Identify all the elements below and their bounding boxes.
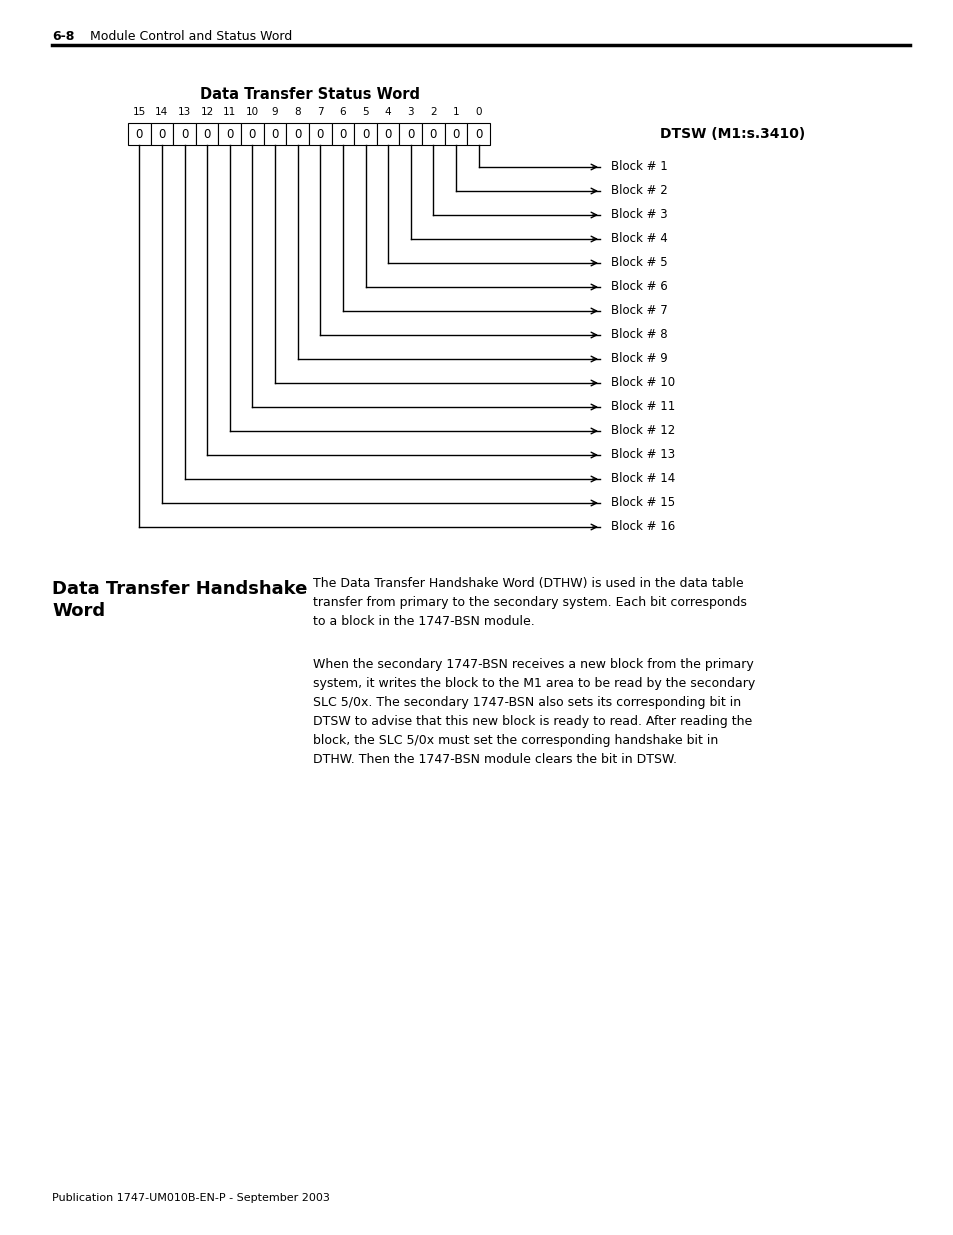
Text: Block # 11: Block # 11 <box>610 400 675 414</box>
Text: 7: 7 <box>316 107 323 117</box>
Text: Publication 1747-UM010B-EN-P - September 2003: Publication 1747-UM010B-EN-P - September… <box>52 1193 330 1203</box>
Text: 12: 12 <box>200 107 213 117</box>
Text: Block # 8: Block # 8 <box>610 329 667 342</box>
Text: 0: 0 <box>384 127 392 141</box>
Bar <box>263 124 286 144</box>
Text: Block # 9: Block # 9 <box>610 352 667 366</box>
Text: 8: 8 <box>294 107 301 117</box>
Bar <box>399 124 421 144</box>
Text: DTSW (M1:s.3410): DTSW (M1:s.3410) <box>659 127 804 141</box>
Text: Block # 1: Block # 1 <box>610 161 667 173</box>
Text: 4: 4 <box>384 107 391 117</box>
Text: 0: 0 <box>158 127 166 141</box>
Text: 6: 6 <box>339 107 346 117</box>
Text: Word: Word <box>52 601 105 620</box>
Bar <box>173 124 195 144</box>
Text: 0: 0 <box>271 127 278 141</box>
Text: 0: 0 <box>475 127 482 141</box>
Bar <box>444 124 467 144</box>
Text: 0: 0 <box>339 127 346 141</box>
Bar <box>241 124 263 144</box>
Text: 0: 0 <box>429 127 436 141</box>
Text: Block # 12: Block # 12 <box>610 425 675 437</box>
Text: 14: 14 <box>155 107 169 117</box>
Text: 0: 0 <box>452 127 459 141</box>
Text: 0: 0 <box>361 127 369 141</box>
Text: 0: 0 <box>294 127 301 141</box>
Bar <box>151 124 173 144</box>
Text: Block # 16: Block # 16 <box>610 520 675 534</box>
Bar <box>128 124 151 144</box>
Text: 15: 15 <box>132 107 146 117</box>
Bar <box>309 124 332 144</box>
Text: Module Control and Status Word: Module Control and Status Word <box>90 30 292 43</box>
Text: 11: 11 <box>223 107 236 117</box>
Bar <box>467 124 490 144</box>
Text: Block # 15: Block # 15 <box>610 496 675 510</box>
Text: 0: 0 <box>203 127 211 141</box>
Text: Block # 4: Block # 4 <box>610 232 667 246</box>
Text: 0: 0 <box>226 127 233 141</box>
Text: Block # 7: Block # 7 <box>610 305 667 317</box>
Text: Block # 10: Block # 10 <box>610 377 675 389</box>
Bar <box>354 124 376 144</box>
Text: 0: 0 <box>249 127 255 141</box>
Text: 13: 13 <box>178 107 191 117</box>
Text: 0: 0 <box>135 127 143 141</box>
Text: Data Transfer Handshake: Data Transfer Handshake <box>52 580 307 598</box>
Text: 5: 5 <box>362 107 369 117</box>
Bar <box>376 124 399 144</box>
Text: Data Transfer Status Word: Data Transfer Status Word <box>200 86 419 103</box>
Text: 6-8: 6-8 <box>52 30 74 43</box>
Bar <box>286 124 309 144</box>
Text: Block # 3: Block # 3 <box>610 209 667 221</box>
Text: 2: 2 <box>430 107 436 117</box>
Text: 1: 1 <box>453 107 459 117</box>
Text: 10: 10 <box>246 107 258 117</box>
Text: Block # 2: Block # 2 <box>610 184 667 198</box>
Text: 0: 0 <box>316 127 324 141</box>
Text: Block # 13: Block # 13 <box>610 448 675 462</box>
Text: Block # 14: Block # 14 <box>610 473 675 485</box>
Text: When the secondary 1747-BSN receives a new block from the primary
system, it wri: When the secondary 1747-BSN receives a n… <box>313 658 755 766</box>
Bar <box>332 124 354 144</box>
Text: Block # 5: Block # 5 <box>610 257 667 269</box>
Bar <box>218 124 241 144</box>
Text: 0: 0 <box>475 107 481 117</box>
Text: Block # 6: Block # 6 <box>610 280 667 294</box>
Text: The Data Transfer Handshake Word (DTHW) is used in the data table
transfer from : The Data Transfer Handshake Word (DTHW) … <box>313 577 746 629</box>
Bar <box>421 124 444 144</box>
Text: 3: 3 <box>407 107 414 117</box>
Text: 0: 0 <box>407 127 414 141</box>
Bar <box>195 124 218 144</box>
Text: 9: 9 <box>272 107 278 117</box>
Text: 0: 0 <box>181 127 188 141</box>
